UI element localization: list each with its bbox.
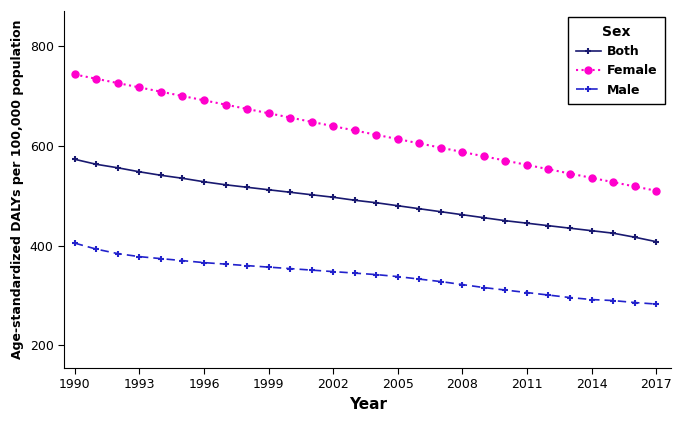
Male: [609, 298, 617, 303]
Male: [351, 271, 359, 276]
Both: [479, 215, 488, 220]
Male: [308, 268, 316, 273]
Female: [286, 115, 295, 120]
Female: [630, 184, 638, 189]
Female: [652, 188, 660, 193]
Female: [458, 149, 466, 154]
Female: [588, 175, 596, 180]
Male: [329, 269, 337, 274]
Both: [114, 165, 122, 170]
Male: [458, 282, 466, 287]
Both: [329, 195, 337, 200]
Female: [221, 102, 229, 107]
Female: [479, 154, 488, 159]
Both: [200, 179, 208, 184]
Male: [243, 263, 251, 268]
Female: [243, 107, 251, 112]
Both: [523, 221, 531, 226]
Female: [372, 132, 380, 137]
Both: [566, 225, 574, 231]
Both: [501, 218, 510, 223]
Both: [545, 223, 553, 228]
Male: [566, 295, 574, 300]
Both: [458, 212, 466, 217]
Male: [71, 241, 79, 246]
Male: [394, 274, 402, 279]
Male: [286, 266, 295, 271]
Legend: Both, Female, Male: Both, Female, Male: [568, 17, 665, 104]
Female: [200, 98, 208, 103]
Female: [501, 158, 510, 163]
Female: [178, 93, 186, 99]
Both: [157, 173, 165, 178]
Both: [221, 182, 229, 187]
Male: [178, 258, 186, 263]
Female: [71, 72, 79, 77]
Male: [652, 302, 660, 307]
Female: [308, 119, 316, 124]
Male: [92, 247, 101, 252]
Both: [652, 239, 660, 244]
Female: [114, 80, 122, 85]
Line: Male: Male: [71, 240, 660, 308]
Male: [114, 251, 122, 256]
Both: [308, 192, 316, 197]
Both: [351, 198, 359, 203]
Female: [437, 145, 445, 150]
Male: [136, 254, 144, 259]
Male: [630, 300, 638, 305]
Male: [415, 277, 423, 282]
Both: [243, 185, 251, 190]
Both: [71, 157, 79, 162]
Both: [136, 169, 144, 174]
Male: [479, 285, 488, 290]
Male: [157, 256, 165, 261]
Female: [566, 171, 574, 176]
Both: [178, 176, 186, 181]
Male: [437, 279, 445, 284]
Line: Female: Female: [71, 71, 660, 194]
Female: [609, 180, 617, 185]
Both: [92, 162, 101, 167]
Both: [609, 231, 617, 236]
Female: [157, 89, 165, 94]
Male: [200, 260, 208, 265]
Both: [630, 235, 638, 240]
X-axis label: Year: Year: [349, 397, 386, 412]
Both: [286, 190, 295, 195]
Both: [588, 228, 596, 233]
Line: Both: Both: [71, 156, 660, 245]
Female: [523, 162, 531, 168]
Male: [523, 290, 531, 295]
Female: [329, 124, 337, 129]
Male: [221, 261, 229, 266]
Both: [372, 200, 380, 205]
Both: [264, 187, 273, 192]
Male: [372, 272, 380, 277]
Female: [415, 141, 423, 146]
Both: [437, 209, 445, 214]
Male: [501, 288, 510, 293]
Male: [545, 293, 553, 298]
Female: [136, 85, 144, 90]
Male: [588, 297, 596, 302]
Both: [394, 203, 402, 208]
Male: [264, 264, 273, 269]
Female: [92, 76, 101, 81]
Female: [351, 128, 359, 133]
Female: [394, 137, 402, 142]
Female: [545, 167, 553, 172]
Female: [264, 111, 273, 116]
Y-axis label: Age-standardized DALYs per 100,000 population: Age-standardized DALYs per 100,000 popul…: [11, 20, 24, 359]
Both: [415, 206, 423, 211]
